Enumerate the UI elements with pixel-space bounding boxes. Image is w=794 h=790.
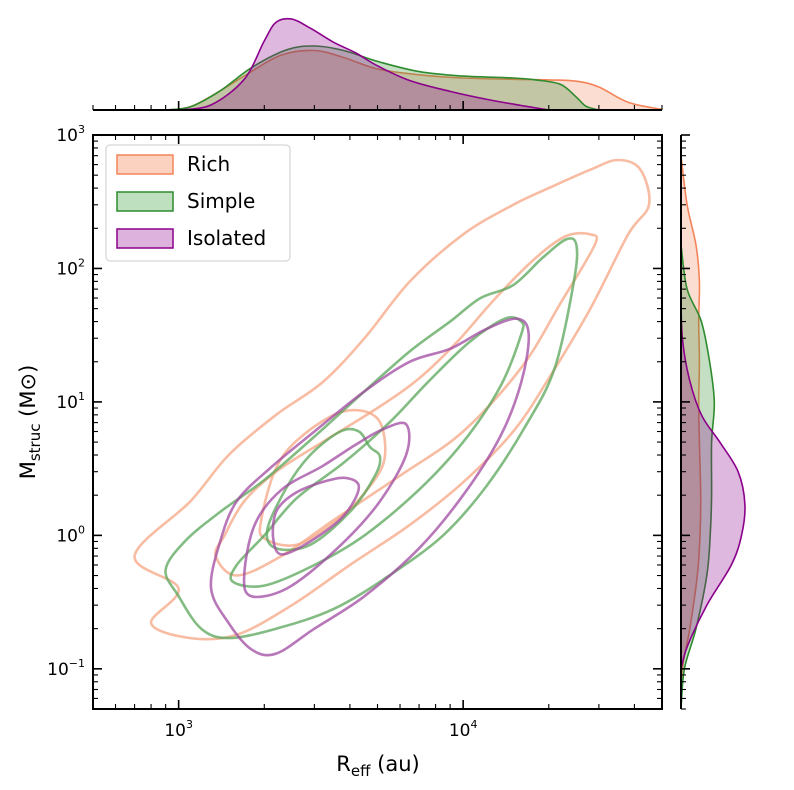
right-density-line-isolated: [680, 298, 746, 670]
y-tick-label: 101: [56, 390, 85, 413]
contour-isolated-level-1: [209, 317, 531, 657]
right-density-fill-simple: [681, 245, 715, 709]
top-density-line-isolated: [178, 17, 549, 111]
right-marginal-density: [680, 155, 746, 710]
contour-simple-level-2: [229, 316, 525, 588]
right-density-fill-rich: [681, 155, 701, 709]
top-marginal-ticks: [92, 101, 663, 110]
legend-label-rich: Rich: [187, 152, 230, 176]
right-density-fill-isolated: [681, 298, 746, 669]
x-axis-label: Reff (au): [336, 752, 419, 780]
legend-swatch-rich: [116, 154, 174, 175]
legend-swatch-isolated: [116, 228, 174, 249]
main-axis-ticks: [92, 134, 663, 710]
right-marginal-ticks: [681, 134, 690, 710]
contour-simple-level-3: [265, 427, 382, 552]
top-marginal-density: [165, 17, 663, 111]
y-tick-label: 10−1: [47, 657, 85, 680]
legend-entry-simple: Simple: [116, 189, 255, 213]
contour-isolated-level-2: [242, 421, 411, 599]
top-density-fill-isolated: [178, 18, 549, 110]
kde-contours: [133, 158, 651, 657]
y-tick-labels: 10−1 100 101 102 103: [47, 123, 85, 680]
top-density-fill-simple: [165, 45, 599, 110]
contour-rich-level-3: [258, 408, 387, 547]
y-tick-label: 102: [56, 256, 85, 279]
main-plot: 103 104 10−1 100 101 102 103 Reff (au) Mstruc…: [16, 123, 663, 780]
right-marginal: [680, 134, 746, 710]
legend-entry-rich: Rich: [116, 152, 230, 176]
top-density-line-rich: [165, 49, 663, 111]
right-density-line-simple: [680, 244, 716, 710]
right-density-line-rich: [680, 155, 702, 710]
legend-swatch-simple: [116, 191, 174, 212]
legend: Rich Simple Isolated: [105, 144, 291, 262]
x-tick-labels: 103 104: [164, 718, 477, 741]
contour-isolated-level-3: [271, 476, 361, 556]
contour-rich-level-1: [133, 158, 651, 641]
x-tick-label: 103: [164, 718, 193, 741]
legend-entry-isolated: Isolated: [116, 226, 266, 250]
legend-label-simple: Simple: [187, 189, 255, 213]
x-tick-label: 104: [449, 718, 478, 741]
top-density-fill-rich: [165, 50, 662, 110]
y-tick-label: 100: [56, 523, 85, 546]
y-tick-label: 103: [56, 123, 85, 146]
contour-simple-level-1: [164, 237, 579, 640]
legend-label-isolated: Isolated: [187, 226, 266, 250]
top-density-line-simple: [165, 45, 600, 111]
top-marginal: [92, 17, 663, 111]
y-axis-label: Mstruc (M⊙): [16, 365, 44, 480]
